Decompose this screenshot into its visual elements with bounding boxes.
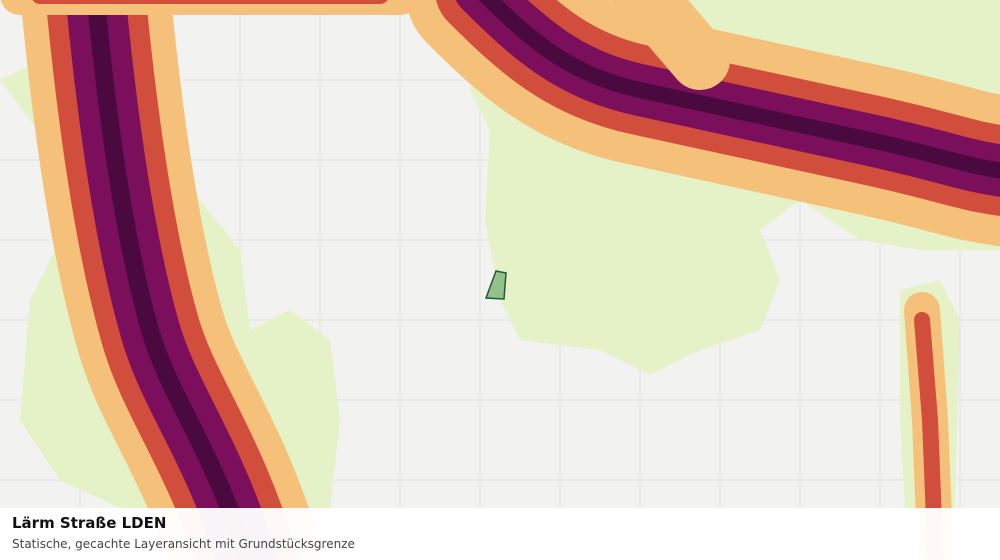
road-noise-right [406,0,1000,247]
noise-band-55 [611,0,730,90]
info-panel: Lärm Straße LDEN Statische, gecachte Lay… [0,508,1000,560]
noise-band-70 [86,0,257,560]
parcel-boundary[interactable] [484,270,507,300]
layer-title: Lärm Straße LDEN [12,514,167,532]
road-noise-left [20,0,324,560]
layer-subtitle: Statische, gecachte Layeransicht mit Gru… [12,537,355,551]
noise-band-70 [478,0,1000,179]
